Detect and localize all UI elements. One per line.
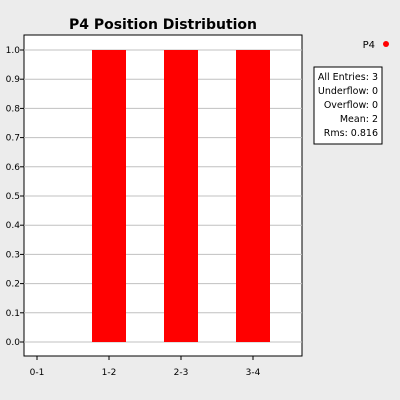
x-tick-label: 3-4 xyxy=(246,368,261,378)
stats-line: Mean: 2 xyxy=(340,114,378,125)
legend-marker xyxy=(383,41,389,47)
stats-line: All Entries: 3 xyxy=(318,72,378,83)
y-tick-label: 0.8 xyxy=(6,104,21,114)
legend-label: P4 xyxy=(363,40,375,51)
y-tick-label: 0.2 xyxy=(6,280,20,290)
chart-title: P4 Position Distribution xyxy=(69,17,257,33)
y-tick-label: 0.3 xyxy=(6,250,20,260)
bar-1-2 xyxy=(92,50,126,342)
bar-2-3 xyxy=(164,50,198,342)
y-tick-label: 0.0 xyxy=(6,338,21,348)
y-tick-label: 1.0 xyxy=(6,46,21,56)
y-tick-label: 0.9 xyxy=(6,75,21,85)
stats-line: Underflow: 0 xyxy=(318,86,378,97)
y-tick-label: 0.7 xyxy=(6,134,20,144)
stats-line: Overflow: 0 xyxy=(324,100,378,111)
stats-box-frame xyxy=(313,66,383,145)
y-tick-label: 0.5 xyxy=(6,192,20,202)
y-tick-label: 0.1 xyxy=(6,309,20,319)
stats-line: Rms: 0.816 xyxy=(324,128,378,139)
y-tick-label: 0.6 xyxy=(6,163,21,173)
bar-3-4 xyxy=(236,50,270,342)
y-tick-label: 0.4 xyxy=(6,221,21,231)
x-tick-label: 0-1 xyxy=(30,368,45,378)
stats-box: All Entries: 3 Underflow: 0 Overflow: 0 Mea… xyxy=(313,66,383,145)
x-tick-label: 1-2 xyxy=(102,368,117,378)
x-tick-label: 2-3 xyxy=(174,368,189,378)
